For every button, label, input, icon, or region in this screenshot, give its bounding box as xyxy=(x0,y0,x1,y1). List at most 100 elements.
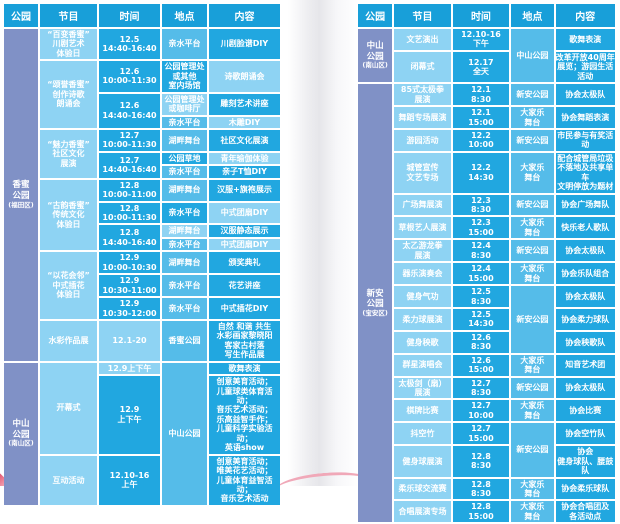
content-cell: 协会合唱团及 各活动点 xyxy=(555,501,615,523)
table-row: 水彩作品展 12.1-20 香蜜公园 自然 和谐 共生 水彩画家黎晓阳 客家古村落 写… xyxy=(4,320,280,361)
time-cell: 12.5 14:30 xyxy=(452,308,510,330)
location-cell: 亲水平台 xyxy=(162,116,207,128)
program-cell: 85式太极拳 展演 xyxy=(394,84,451,106)
column-header: 时间 xyxy=(452,4,510,27)
column-header: 公园 xyxy=(358,4,393,27)
table-row: 中山 公园 (南山区) 开幕式 12.9上下午 中山公园 歌舞表演 xyxy=(4,362,280,505)
table-row: 12.9 10:30-12:00 亲水平台 中式插花DIY xyxy=(4,298,280,319)
location-cell: 新安公园 xyxy=(511,286,554,353)
content-cell: 社区文化展演 xyxy=(209,129,280,151)
time-cell: 12.7 15:00 xyxy=(452,423,510,445)
content-cell: 协会太极队 xyxy=(555,286,615,307)
time-cell: 12.6 10:00-11:30 xyxy=(99,61,160,92)
content-cell: 雕刻艺术讲座 xyxy=(209,93,280,115)
location-cell: 大家乐 舞台 xyxy=(511,263,554,285)
table-row: “以花会邻” 中式插花 体验日 12.9 10:00-10:30 湖畔舞台 颁奖典礼 xyxy=(4,252,280,319)
time-cell: 12.5 14:40-16:40 xyxy=(99,29,160,60)
table-row: 游园活动 12.2 10:00 新安公园 市民参与有奖活动 xyxy=(358,129,615,151)
table-row: 12.9 上下午 创意美育活动； 儿童球类体育活动； 音乐艺术活动； 乐高益智手作… xyxy=(4,376,280,454)
program-cell: 群星演唱会 xyxy=(394,354,451,376)
time-cell: 12.4 8:30 xyxy=(452,240,510,262)
program-cell: 健身气功 xyxy=(394,286,451,307)
time-cell: 12.8 10:00-11:00 xyxy=(99,179,160,201)
content-cell: 快乐老人歌队 xyxy=(555,217,615,239)
time-cell: 12.3 8:30 xyxy=(452,194,510,216)
table-row: 健身秧歌 12.6 8:30 协会秧歌队 xyxy=(358,331,615,353)
time-cell: 12.9 上下午 xyxy=(99,376,160,454)
program-cell: 太乙游龙拳 展演 xyxy=(394,240,451,262)
location-cell: 大家乐 舞台 xyxy=(511,217,554,239)
location-cell: 公园草地 xyxy=(162,152,207,165)
location-cell: 亲水平台 xyxy=(162,166,207,178)
time-cell: 12.7 8:30 xyxy=(452,377,510,399)
table-row: 新安 公园 (宝安区) 85式太极拳 展演 12.1 8:30 新安公园 协会太极队 xyxy=(358,84,615,523)
table-row: 草根艺人展演 12.3 15:00 大家乐 舞台 快乐老人歌队 xyxy=(358,217,615,239)
content-cell: 市民参与有奖活动 xyxy=(555,129,615,151)
content-cell: 协会秧歌队 xyxy=(555,331,615,353)
content-cell: 自然 和谐 共生 水彩画家黎晓阳 客家古村落 写生作品展 xyxy=(209,320,280,361)
column-header: 时间 xyxy=(99,4,160,27)
content-cell: 协会太极队 xyxy=(555,84,615,106)
program-cell: 文艺演出 xyxy=(394,29,451,50)
table-row: 城管宣传 文艺专场 12.2 14:30 大家乐 舞台 配合城管局垃圾 不落地及共享单… xyxy=(358,152,615,193)
time-cell: 12.10-16 上午 xyxy=(99,455,160,505)
location-cell: 亲水平台 xyxy=(162,238,207,251)
table-row: 健身球展演 12.8 8:30 协会 健身球队、腰鼓队 xyxy=(358,446,615,477)
program-cell: 广场舞展演 xyxy=(394,194,451,216)
content-cell: 创意美育活动； 儿童球类体育活动； 音乐艺术活动； 乐高益智手作； 儿童科学实验… xyxy=(209,376,280,454)
table-row: 柔乐球交流赛 12.8 8:30 大家乐 舞台 协会柔乐球队 xyxy=(358,478,615,500)
column-header: 节目 xyxy=(40,4,97,27)
content-cell: 亲子T恤DIY xyxy=(209,166,280,178)
district-label: (福田区) xyxy=(8,200,34,209)
table-row: 合唱展演专场 12.8 15:00 大家乐 舞台 协会合唱团及 各活动点 xyxy=(358,501,615,523)
content-cell: 颁奖典礼 xyxy=(209,252,280,274)
table-row: 健身气功 12.5 8:30 新安公园 协会太极队 xyxy=(358,286,615,353)
time-cell: 12.8 10:00-11:30 xyxy=(99,202,160,224)
table-row: 抖空竹 12.7 15:00 新安公园 协会空竹队 xyxy=(358,423,615,477)
time-cell: 12.4 15:00 xyxy=(452,263,510,285)
table-row: 亲水平台 中式团扇DIY xyxy=(4,238,280,251)
time-cell: 12.9 10:00-10:30 xyxy=(99,252,160,274)
location-cell: 新安公园 xyxy=(511,377,554,399)
time-cell: 12.9 10:30-12:00 xyxy=(99,298,160,319)
program-cell: 器乐演奏会 xyxy=(394,263,451,285)
program-cell: 游园活动 xyxy=(394,129,451,151)
content-cell: 歌舞表演 xyxy=(555,29,615,50)
content-cell: 川剧脸谱DIY xyxy=(209,29,280,60)
time-cell: 12.17 全天 xyxy=(452,51,510,83)
location-cell: 新安公园 xyxy=(511,194,554,216)
table-row: 太乙游龙拳 展演 12.4 8:30 新安公园 协会太极队 xyxy=(358,240,615,262)
content-cell: 协会广场舞队 xyxy=(555,194,615,216)
table-row: 12.6 14:40-16:40 公园管理处 或咖啡厅 雕刻艺术讲座 xyxy=(4,93,280,128)
content-cell: 协会乐队组合 xyxy=(555,263,615,285)
table-row: 中山 公园 (南山区) 文艺演出 12.10-16 下午 中山公园 歌舞表演 xyxy=(358,29,615,83)
content-cell: 知音艺术团 xyxy=(555,354,615,376)
location-cell: 湖畔舞台 xyxy=(162,179,207,201)
program-cell: 闭幕式 xyxy=(394,51,451,83)
table-row: 亲水平台 木雕DIY xyxy=(4,116,280,128)
content-cell: 协会比赛 xyxy=(555,400,615,422)
program-cell: 城管宣传 文艺专场 xyxy=(394,152,451,193)
location-cell: 湖畔舞台 xyxy=(162,252,207,274)
time-cell: 12.8 8:30 xyxy=(452,478,510,500)
location-cell: 香蜜公园 xyxy=(162,320,207,361)
table-row: 舞蹈专场展演 12.1 15:00 大家乐 舞台 协会舞蹈表演 xyxy=(358,107,615,128)
program-cell: “以花会邻” 中式插花 体验日 xyxy=(40,252,97,319)
table-row: “古韵香蜜” 传统文化 体验日 12.8 10:00-11:00 湖畔舞台 汉服+旗袍… xyxy=(4,179,280,251)
table-row: 棋牌比赛 12.7 10:00 大家乐 舞台 协会比赛 xyxy=(358,400,615,422)
program-cell: 水彩作品展 xyxy=(40,320,97,361)
content-cell: 中式团扇DIY xyxy=(209,238,280,251)
table-row: 12.8 14:40-16:40 湖畔舞台 汉服静态展示 xyxy=(4,225,280,251)
program-cell: “颂誉香蜜” 创作诗歌 朗诵会 xyxy=(40,61,97,128)
content-cell: 中式插花DIY xyxy=(209,298,280,319)
location-cell: 大家乐 舞台 xyxy=(511,400,554,422)
program-cell: 柔乐球交流赛 xyxy=(394,478,451,500)
district-label: (南山区) xyxy=(362,61,388,70)
time-cell: 12.7 14:40-16:40 xyxy=(99,152,160,178)
location-cell: 湖畔舞台 xyxy=(162,225,207,237)
content-cell: 青年瑜伽体验 xyxy=(209,152,280,165)
table-row: 闭幕式 12.17 全天 改革开放40周年 展览；游园生活活动 xyxy=(358,51,615,83)
time-cell: 12.8 14:40-16:40 xyxy=(99,225,160,251)
content-cell: 协会太极队 xyxy=(555,240,615,262)
